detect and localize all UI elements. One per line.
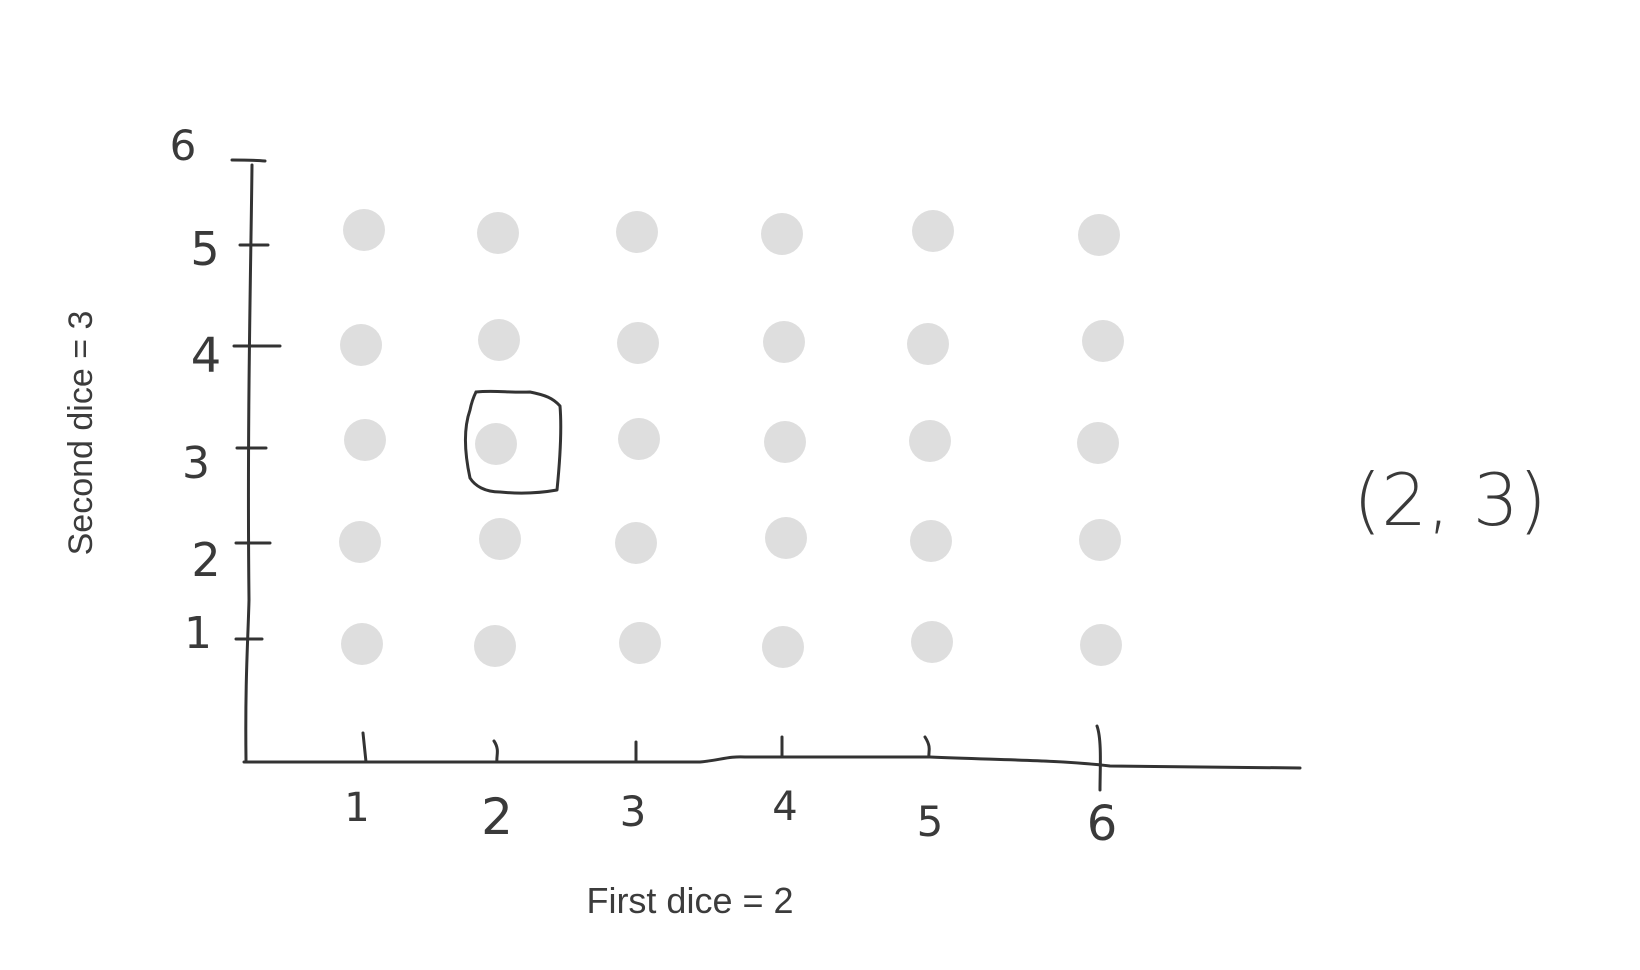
- outcome-dot: [474, 625, 516, 667]
- outcome-dot: [910, 520, 952, 562]
- outcome-dot: [478, 319, 520, 361]
- y-axis-label: Second dice = 3: [62, 311, 100, 556]
- outcome-dot: [479, 518, 521, 560]
- y-tick-label: 2: [191, 533, 220, 587]
- outcome-dot: [911, 621, 953, 663]
- highlight-annotation: (2, 3): [1353, 458, 1547, 542]
- x-tick-mark: [1095, 724, 1102, 792]
- x-tick-label: 1: [344, 785, 369, 831]
- outcome-dot: [912, 210, 954, 252]
- outcome-dot: [341, 623, 383, 665]
- y-tick-label: 4: [191, 328, 222, 384]
- x-tick-labels: 1 2 3 4 5 6: [344, 784, 1117, 852]
- y-tick-label: 6: [170, 121, 197, 170]
- outcome-dot: [1079, 519, 1121, 561]
- outcome-dot: [1077, 422, 1119, 464]
- outcome-dot: [761, 213, 803, 255]
- outcome-dot: [907, 323, 949, 365]
- outcome-dot: [618, 418, 660, 460]
- outcome-dot: [343, 209, 385, 251]
- x-tick-mark: [492, 739, 499, 764]
- x-tick-label: 5: [917, 797, 944, 846]
- outcome-dot: [339, 521, 381, 563]
- x-tick-label: 4: [772, 784, 797, 830]
- x-tick-label: 3: [620, 787, 647, 836]
- outcome-dot: [615, 522, 657, 564]
- y-tick-labels: 1 2 3 4 5 6: [170, 121, 222, 659]
- y-axis-ticks: [232, 243, 282, 641]
- outcome-dot: [344, 419, 386, 461]
- y-tick-label: 3: [182, 438, 210, 489]
- y-tick-label: 1: [184, 608, 212, 659]
- outcome-dot: [763, 321, 805, 363]
- outcome-dot: [477, 212, 519, 254]
- x-tick-mark: [923, 735, 931, 759]
- x-tick-mark: [361, 731, 368, 764]
- y-axis-line: [230, 158, 267, 762]
- outcome-dot: [617, 322, 659, 364]
- outcome-dot: [909, 420, 951, 462]
- outcome-dot: [475, 423, 517, 465]
- x-axis-line: [242, 755, 1302, 770]
- outcome-dot: [1082, 320, 1124, 362]
- y-tick-label: 5: [190, 222, 219, 276]
- x-tick-label: 2: [481, 788, 513, 846]
- highlight-box: [463, 389, 563, 495]
- outcome-dot: [1078, 214, 1120, 256]
- outcome-dot: [765, 517, 807, 559]
- outcome-dot: [764, 421, 806, 463]
- x-tick-label: 6: [1087, 796, 1118, 852]
- outcome-dot: [1080, 624, 1122, 666]
- x-axis-ticks: [361, 724, 1102, 792]
- outcome-dot: [762, 626, 804, 668]
- outcome-dot: [616, 211, 658, 253]
- x-axis-label: First dice = 2: [586, 880, 793, 921]
- outcome-dot: [619, 622, 661, 664]
- outcome-dot: [340, 324, 382, 366]
- outcome-dots: [339, 209, 1124, 668]
